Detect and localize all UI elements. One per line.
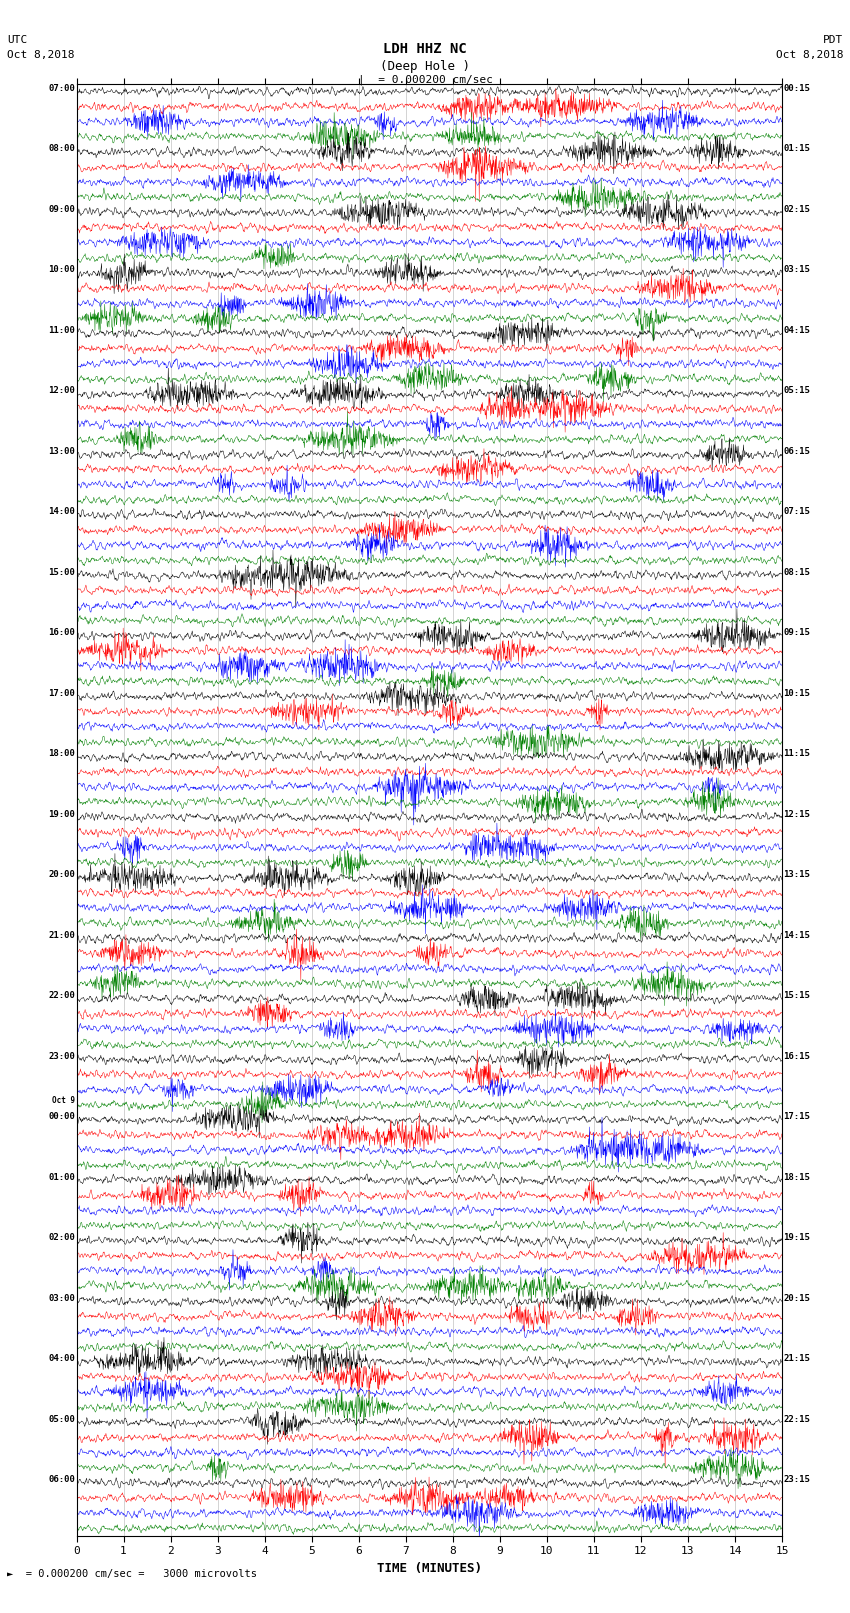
Text: PDT: PDT [823,35,843,45]
Text: 04:15: 04:15 [784,326,810,336]
Text: 21:15: 21:15 [784,1355,810,1363]
Text: 22:00: 22:00 [48,990,75,1000]
Text: 02:00: 02:00 [48,1232,75,1242]
Text: 09:15: 09:15 [784,629,810,637]
Text: 05:00: 05:00 [48,1415,75,1424]
Text: Oct 8,2018: Oct 8,2018 [7,50,74,60]
Text: 13:00: 13:00 [48,447,75,456]
Text: Oct 8,2018: Oct 8,2018 [776,50,843,60]
Text: 17:15: 17:15 [784,1113,810,1121]
Text: 12:00: 12:00 [48,387,75,395]
Text: 21:00: 21:00 [48,931,75,940]
Text: 06:00: 06:00 [48,1474,75,1484]
Text: 10:15: 10:15 [784,689,810,698]
Text: 18:15: 18:15 [784,1173,810,1182]
Text: 19:00: 19:00 [48,810,75,819]
Text: 03:00: 03:00 [48,1294,75,1303]
Text: ►  = 0.000200 cm/sec =   3000 microvolts: ► = 0.000200 cm/sec = 3000 microvolts [7,1569,257,1579]
Text: 04:00: 04:00 [48,1355,75,1363]
Text: 11:00: 11:00 [48,326,75,336]
X-axis label: TIME (MINUTES): TIME (MINUTES) [377,1561,482,1574]
Text: 11:15: 11:15 [784,748,810,758]
Text: 07:00: 07:00 [48,84,75,94]
Text: 22:15: 22:15 [784,1415,810,1424]
Text: 03:15: 03:15 [784,266,810,274]
Text: (Deep Hole ): (Deep Hole ) [380,60,470,73]
Text: 08:15: 08:15 [784,568,810,577]
Text: 23:15: 23:15 [784,1474,810,1484]
Text: 13:15: 13:15 [784,871,810,879]
Text: 14:00: 14:00 [48,506,75,516]
Text: 01:15: 01:15 [784,145,810,153]
Text: 19:15: 19:15 [784,1232,810,1242]
Text: 12:15: 12:15 [784,810,810,819]
Text: 20:15: 20:15 [784,1294,810,1303]
Text: 08:00: 08:00 [48,145,75,153]
Text: 07:15: 07:15 [784,506,810,516]
Text: 05:15: 05:15 [784,387,810,395]
Text: 16:00: 16:00 [48,629,75,637]
Text: 00:00: 00:00 [48,1113,75,1121]
Text: |  = 0.000200 cm/sec: | = 0.000200 cm/sec [358,74,492,85]
Text: 02:15: 02:15 [784,205,810,215]
Text: 15:00: 15:00 [48,568,75,577]
Text: LDH HHZ NC: LDH HHZ NC [383,42,467,56]
Text: 15:15: 15:15 [784,990,810,1000]
Text: 00:15: 00:15 [784,84,810,94]
Text: 23:00: 23:00 [48,1052,75,1061]
Text: 01:00: 01:00 [48,1173,75,1182]
Text: UTC: UTC [7,35,27,45]
Text: 10:00: 10:00 [48,266,75,274]
Text: 06:15: 06:15 [784,447,810,456]
Text: 18:00: 18:00 [48,748,75,758]
Text: 17:00: 17:00 [48,689,75,698]
Text: Oct 9: Oct 9 [52,1095,75,1105]
Text: 20:00: 20:00 [48,871,75,879]
Text: 09:00: 09:00 [48,205,75,215]
Text: 14:15: 14:15 [784,931,810,940]
Text: 16:15: 16:15 [784,1052,810,1061]
